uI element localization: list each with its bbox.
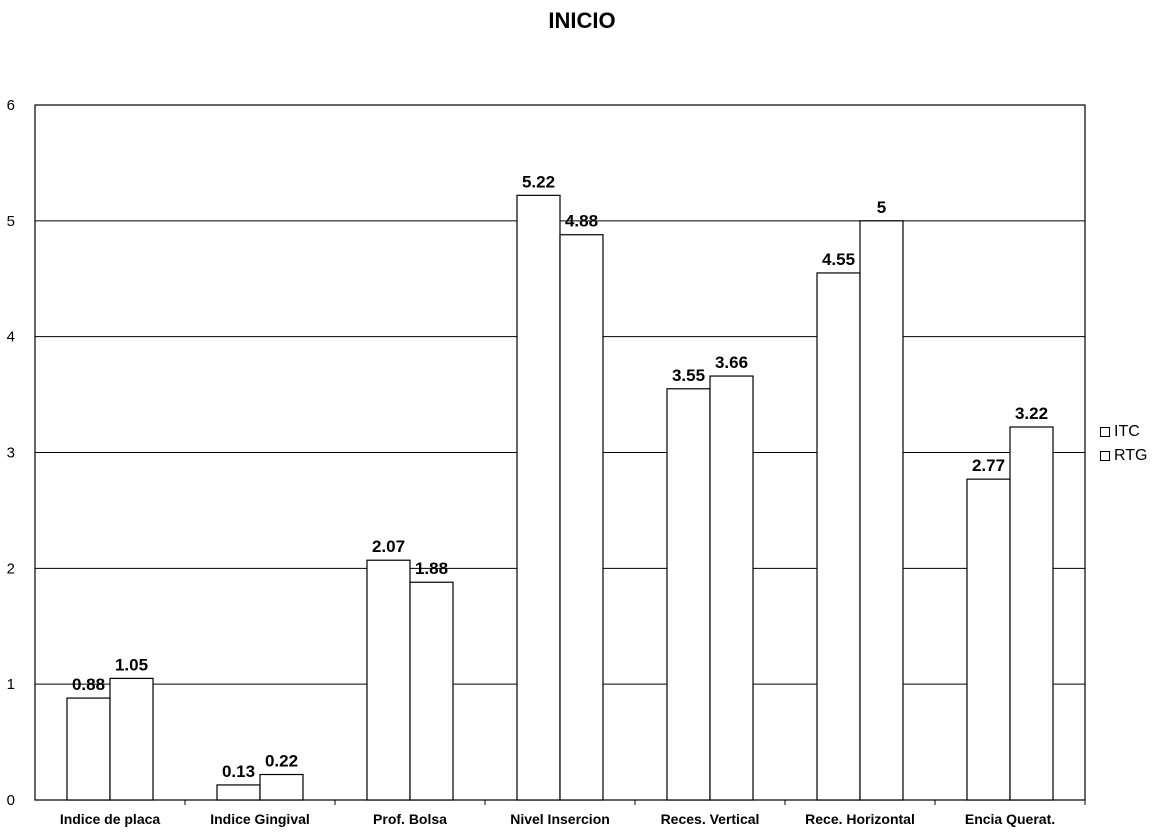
x-tick-label: Prof. Bolsa (373, 811, 447, 827)
legend-label-rtg: RTG (1114, 447, 1148, 464)
bar-itc (216, 784, 261, 801)
bar-itc (366, 559, 411, 801)
bar-itc (666, 388, 711, 801)
y-tick-label: 1 (7, 676, 15, 693)
data-label: 3.55 (672, 366, 705, 385)
x-tick-label: Indice de placa (60, 811, 161, 827)
y-tick-label: 6 (7, 97, 15, 114)
bar-rtg (409, 581, 454, 801)
bar-itc (66, 697, 111, 801)
y-tick-label: 4 (7, 329, 15, 346)
data-label: 2.07 (372, 537, 405, 556)
data-label: 1.05 (115, 655, 148, 674)
data-label: 4.88 (565, 212, 598, 231)
data-label: 0.22 (265, 752, 298, 771)
y-tick-label: 0 (7, 792, 15, 809)
bar-itc (516, 194, 561, 801)
y-tick-label: 2 (7, 560, 15, 577)
bar-rtg (1009, 426, 1054, 801)
data-label: 3.66 (715, 353, 748, 372)
data-label: 0.88 (72, 675, 105, 694)
legend-item-rtg: RTG (1100, 444, 1147, 468)
data-label: 3.22 (1015, 404, 1048, 423)
data-label: 4.55 (822, 250, 855, 269)
x-tick-label: Reces. Vertical (661, 811, 760, 827)
legend-item-itc: ITC (1100, 420, 1147, 444)
data-label: 5 (877, 198, 886, 217)
chart-title: INICIO (548, 8, 616, 33)
bar-rtg (109, 677, 154, 801)
data-label: 2.77 (972, 456, 1005, 475)
x-tick-label: Nivel Insercion (510, 811, 610, 827)
legend: ITC RTG (1100, 420, 1147, 468)
legend-label-itc: ITC (1114, 423, 1140, 440)
legend-swatch-rtg (1100, 451, 1110, 461)
y-tick-label: 5 (7, 213, 15, 230)
legend-swatch-itc (1100, 427, 1110, 437)
bar-rtg (559, 234, 604, 801)
data-label: 0.13 (222, 762, 255, 781)
bar-itc (966, 478, 1011, 801)
bar-rtg (259, 773, 304, 801)
data-label: 1.88 (415, 559, 448, 578)
bar-itc (816, 272, 861, 801)
data-label: 5.22 (522, 172, 555, 191)
x-tick-label: Encia Querat. (965, 811, 1055, 827)
bar-rtg (709, 375, 754, 801)
x-tick-label: Rece. Horizontal (805, 811, 915, 827)
x-tick-label: Indice Gingival (210, 811, 310, 827)
y-tick-label: 3 (7, 445, 15, 462)
bar-rtg (859, 220, 904, 801)
